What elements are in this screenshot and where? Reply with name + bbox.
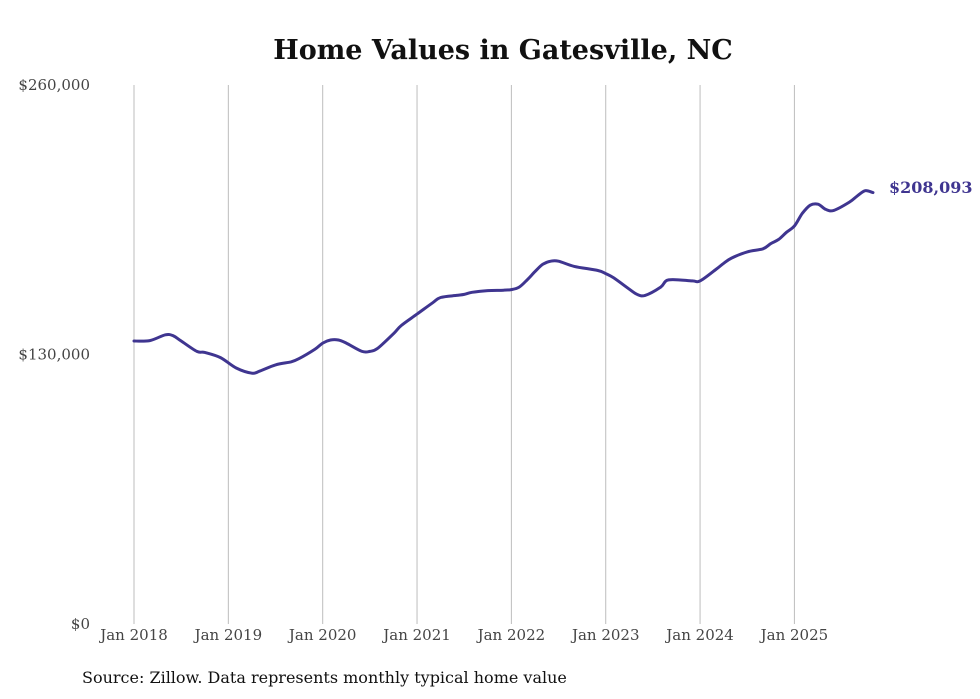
x-tick-label: Jan 2024 [664, 626, 734, 644]
x-tick-label: Jan 2022 [476, 626, 546, 644]
grid-lines [133, 85, 795, 624]
y-axis: $0 $130,000 $260,000 [18, 76, 90, 633]
y-tick-label: $260,000 [18, 76, 90, 94]
x-tick-label: Jan 2018 [98, 626, 168, 644]
end-value-label: $208,093 [889, 178, 973, 197]
x-axis: Jan 2018 Jan 2019 Jan 2020 Jan 2021 Jan 2022… [98, 626, 828, 644]
chart-title: Home Values in Gatesville, NC [273, 35, 733, 66]
y-tick-label: $130,000 [18, 346, 90, 364]
x-tick-label: Jan 2025 [759, 626, 829, 644]
source-note: Source: Zillow. Data represents monthly … [82, 668, 567, 687]
x-tick-label: Jan 2020 [287, 626, 357, 644]
x-tick-label: Jan 2023 [570, 626, 640, 644]
x-tick-label: Jan 2021 [381, 626, 451, 644]
y-tick-label: $0 [71, 615, 90, 633]
series-line-0 [132, 189, 875, 375]
series-layer [132, 189, 875, 375]
x-tick-label: Jan 2019 [193, 626, 263, 644]
